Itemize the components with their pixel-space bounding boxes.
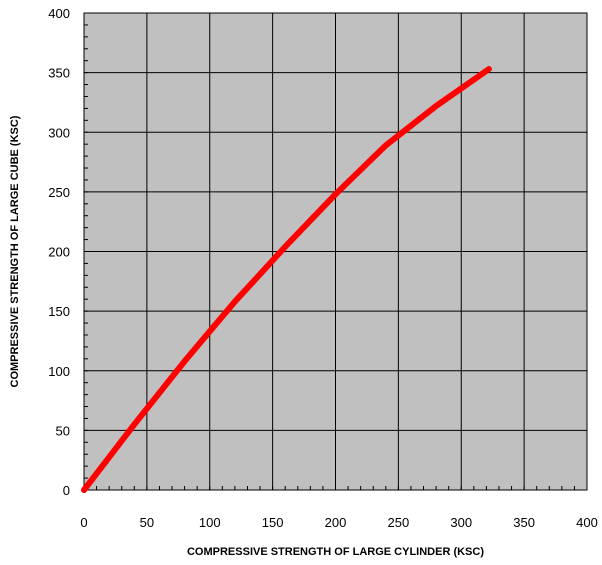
- y-tick-label: 100: [48, 364, 70, 379]
- x-tick-label: 50: [140, 515, 154, 530]
- x-tick-label: 0: [80, 515, 87, 530]
- y-tick-label: 200: [48, 245, 70, 260]
- x-tick-label: 300: [450, 515, 472, 530]
- x-tick-labels: 0 50 100 150 200 250 300 350 400: [80, 515, 597, 530]
- x-axis-title: COMPRESSIVE STRENGTH OF LARGE CYLINDER (…: [187, 546, 484, 558]
- y-tick-label: 50: [56, 423, 70, 438]
- x-tick-label: 150: [262, 515, 284, 530]
- y-tick-labels: 0 50 100 150 200 250 300 350 400: [48, 6, 70, 498]
- series-layer: [81, 66, 492, 493]
- y-axis-title: COMPRESSIVE STRENGTH OF LARGE CUBE (KSC): [9, 115, 21, 387]
- x-tick-label: 100: [199, 515, 221, 530]
- x-tick-label: 200: [325, 515, 347, 530]
- x-tick-label: 400: [576, 515, 598, 530]
- x-tick-label: 350: [513, 515, 535, 530]
- y-tick-label: 0: [63, 483, 70, 498]
- y-tick-label: 300: [48, 125, 70, 140]
- y-tick-label: 150: [48, 304, 70, 319]
- y-tick-label: 350: [48, 66, 70, 81]
- y-tick-label: 400: [48, 6, 70, 21]
- y-tick-label: 250: [48, 185, 70, 200]
- series-line: [81, 66, 492, 493]
- x-tick-label: 250: [388, 515, 410, 530]
